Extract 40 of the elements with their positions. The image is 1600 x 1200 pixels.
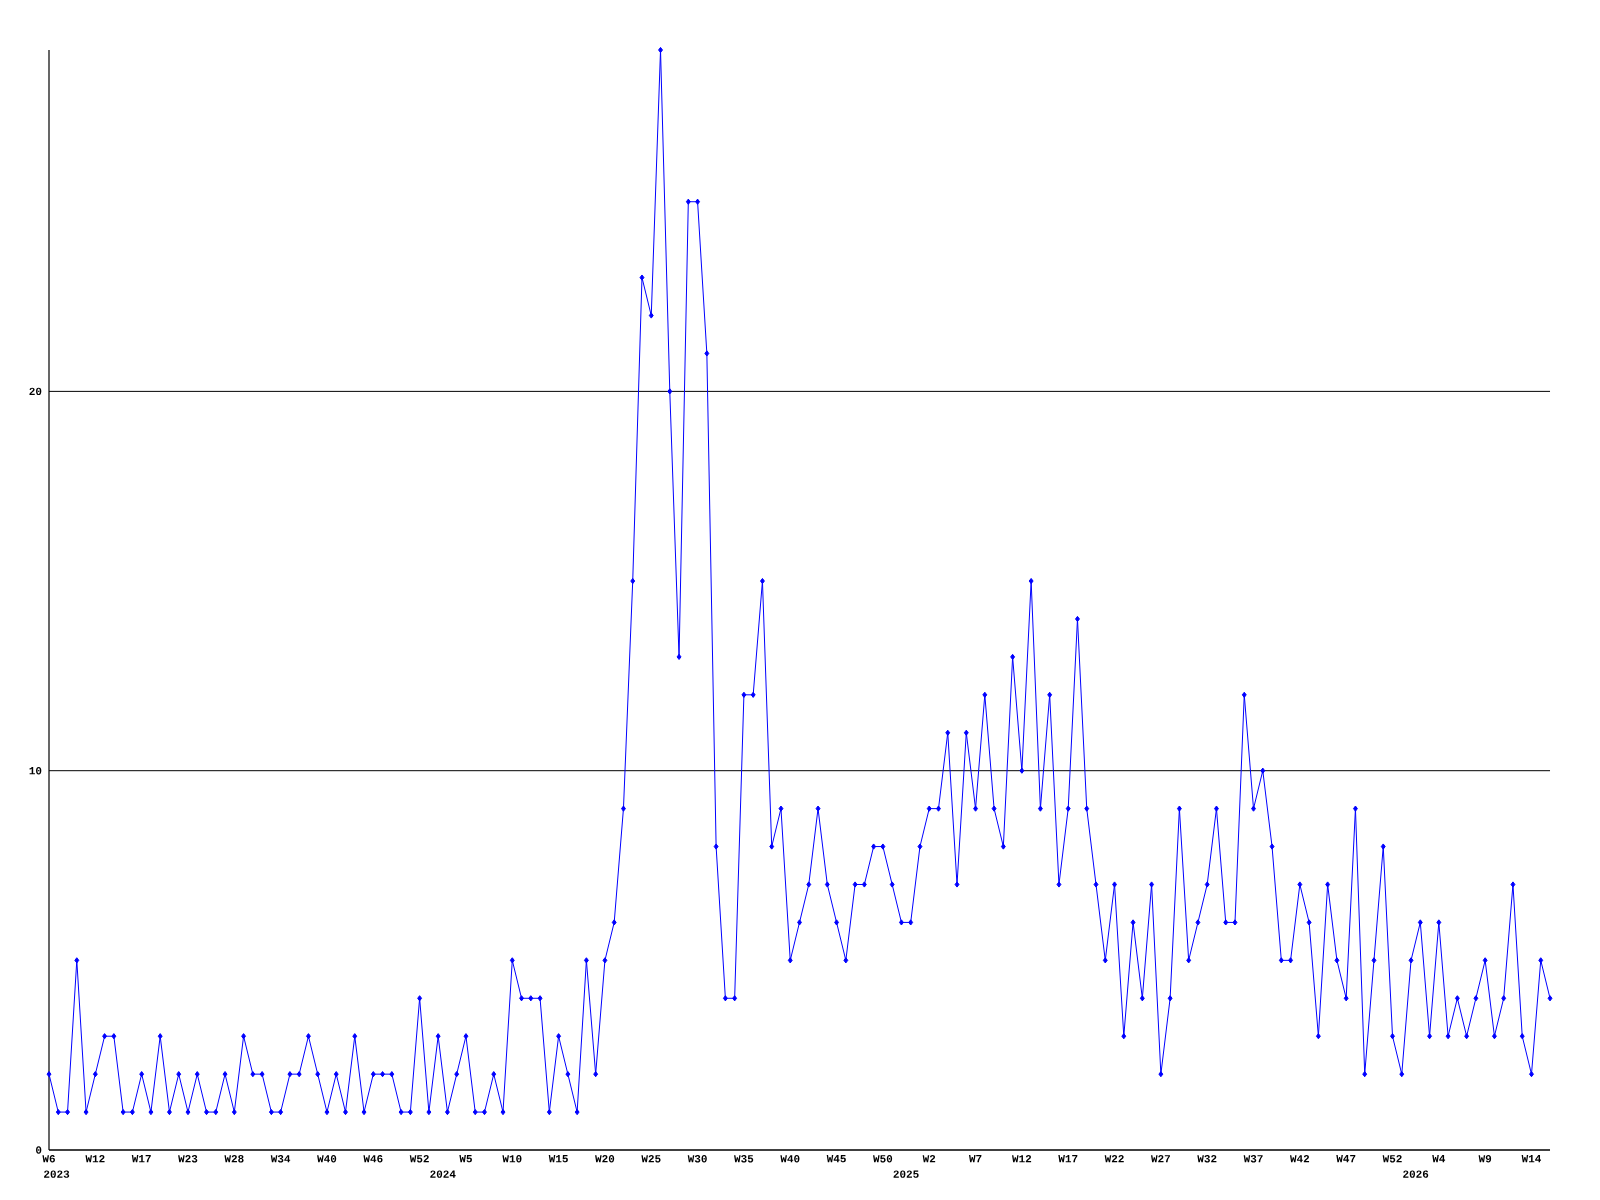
y-tick-label: 10	[29, 766, 42, 775]
x-tick-label: W23	[178, 1155, 198, 1163]
x-tick-label: W32	[1197, 1155, 1217, 1163]
x-tick-label: W17	[1058, 1155, 1078, 1163]
x-tick-label: W40	[780, 1155, 800, 1163]
x-tick-label: W35	[734, 1155, 754, 1163]
x-tick-label: W34	[270, 1155, 291, 1163]
x-tick-label: W42	[1289, 1155, 1310, 1163]
y-tick-label: 20	[29, 387, 42, 396]
x-tick-label: W37	[1243, 1155, 1263, 1163]
x-tick-label: W47	[1336, 1155, 1356, 1163]
x-tick-label: W6	[42, 1155, 55, 1163]
x-tick-label: W17	[131, 1155, 151, 1163]
x-tick-label: W50	[873, 1155, 893, 1163]
x-tick-label: W5	[459, 1155, 472, 1163]
x-tick-label: W20	[595, 1155, 615, 1163]
x-tick-label: W52	[1382, 1155, 1402, 1163]
x-tick-label: W30	[687, 1155, 707, 1163]
x-tick-label: W25	[641, 1155, 661, 1163]
x-tick-label: W28	[224, 1155, 244, 1163]
text: 2025	[893, 1170, 919, 1178]
x-tick-label: W7	[968, 1155, 982, 1163]
x-tick-label: W22	[1104, 1155, 1124, 1163]
y-tick-label: 0	[36, 1146, 42, 1154]
x-tick-label: W12	[1012, 1155, 1032, 1163]
x-tick-label: W12	[85, 1155, 105, 1163]
x-tick-label: W14	[1521, 1155, 1542, 1163]
text: 2024	[430, 1170, 456, 1178]
x-tick-label: W40	[317, 1155, 337, 1163]
x-tick-label: W15	[548, 1155, 568, 1163]
x-tick-label: W2	[922, 1155, 936, 1163]
text: 2023	[44, 1170, 70, 1178]
x-tick-label: W52	[409, 1155, 429, 1163]
text: 2026	[1403, 1170, 1429, 1178]
x-tick-label: W46	[363, 1155, 383, 1163]
x-tick-label: W27	[1151, 1155, 1170, 1163]
x-tick-label: W45	[826, 1155, 846, 1163]
x-tick-label: W4	[1432, 1155, 1446, 1163]
x-tick-label: W10	[502, 1155, 522, 1163]
x-tick-label: W9	[1478, 1155, 1492, 1163]
